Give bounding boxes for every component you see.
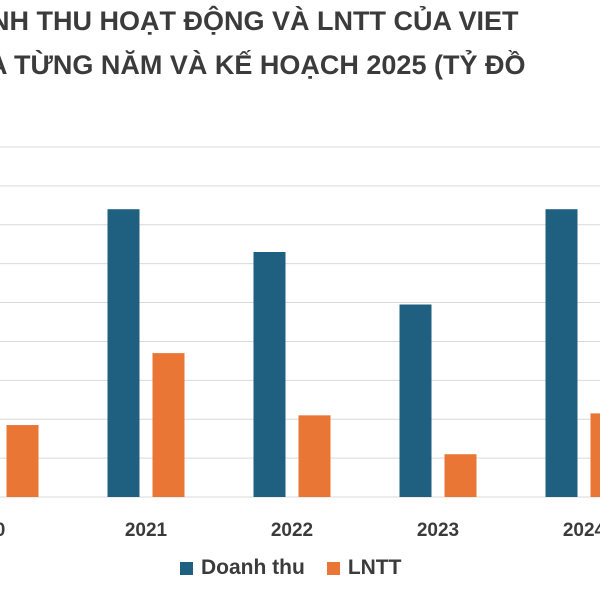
bar-doanh-thu-2023 <box>399 304 432 497</box>
legend-label-lntt: LNTT <box>347 556 402 579</box>
bar-lntt-2024 <box>590 413 600 497</box>
chart-title-line-1: NH THU HOẠT ĐỘNG VÀ LNTT CỦA VIET <box>0 6 519 36</box>
legend-item-lntt: LNTT <box>326 556 402 580</box>
bar-lntt-2023 <box>444 454 477 497</box>
x-tick-label: 2021 <box>125 520 168 541</box>
bar-doanh-thu-2021 <box>107 209 140 497</box>
x-tick-label: 2024 <box>563 520 600 541</box>
chart-legend: Doanh thu LNTT <box>180 556 423 580</box>
legend-item-doanh-thu: Doanh thu <box>180 556 305 580</box>
bar-lntt-0 <box>6 425 39 497</box>
x-tick-label: 2022 <box>271 520 313 541</box>
legend-swatch-doanh-thu <box>180 561 193 575</box>
x-tick-label: 2023 <box>417 520 459 541</box>
bar-doanh-thu-2022 <box>253 252 286 497</box>
legend-swatch-lntt <box>326 561 340 575</box>
legend-label-doanh-thu: Doanh thu <box>201 556 305 579</box>
x-tick-label: 0 <box>0 520 5 541</box>
bar-lntt-2022 <box>298 415 331 497</box>
bar-doanh-thu-2024 <box>545 209 578 497</box>
chart-title-line-2: A TỪNG NĂM VÀ KẾ HOẠCH 2025 (TỶ ĐỒ <box>0 50 526 80</box>
bar-lntt-2021 <box>152 353 185 497</box>
